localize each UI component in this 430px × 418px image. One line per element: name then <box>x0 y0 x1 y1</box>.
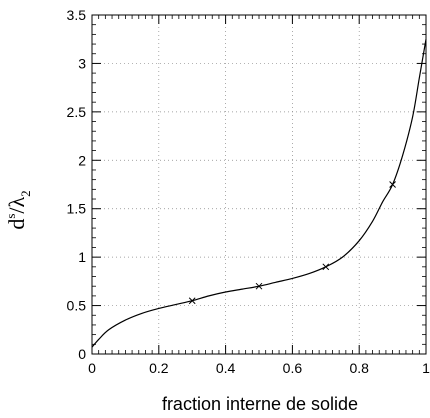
y-label-sep: / <box>4 207 29 214</box>
y-tick-label: 0.5 <box>67 298 87 314</box>
plot-frame <box>91 14 427 355</box>
grid-lines <box>92 15 426 354</box>
y-tick-label: 1.5 <box>67 201 87 217</box>
y-label-lambda: λ <box>4 196 29 207</box>
x-marker <box>255 282 263 290</box>
y-label-sub: 2 <box>18 190 33 197</box>
x-tick-label: 1 <box>422 360 430 376</box>
x-marker-stroke <box>255 282 263 290</box>
x-marker <box>322 263 330 271</box>
y-tick-labels: 0 0.5 1 1.5 2 2.5 3 3.5 <box>67 7 87 362</box>
x-marker-stroke <box>389 181 396 188</box>
x-tick-label: 0.8 <box>349 360 369 376</box>
x-tick-label: 0.6 <box>283 360 303 376</box>
y-label-base: d <box>4 219 29 230</box>
x-marker <box>389 181 396 188</box>
x-tick-labels: 0 0.2 0.4 0.6 0.8 1 <box>88 360 430 376</box>
data-curve <box>91 39 427 348</box>
x-marker-stroke <box>322 263 330 271</box>
y-label-sup: s <box>3 214 18 219</box>
x-tick-label: 0.4 <box>216 360 236 376</box>
axis-ticks <box>91 14 427 355</box>
y-tick-label: 2.5 <box>67 104 87 120</box>
y-tick-label: 0 <box>78 346 86 362</box>
x-marker-stroke <box>188 297 196 305</box>
y-tick-label: 2 <box>78 152 86 168</box>
y-tick-label: 3 <box>78 55 86 71</box>
x-tick-label: 0.2 <box>149 360 169 376</box>
y-tick-label: 3.5 <box>67 7 87 23</box>
y-tick-label: 1 <box>78 249 86 265</box>
x-tick-label: 0 <box>88 360 96 376</box>
x-axis-label: fraction interne de solide <box>162 394 358 414</box>
data-markers <box>188 181 396 305</box>
x-marker <box>188 297 196 305</box>
y-axis-label: ds/λ2 <box>3 190 33 229</box>
